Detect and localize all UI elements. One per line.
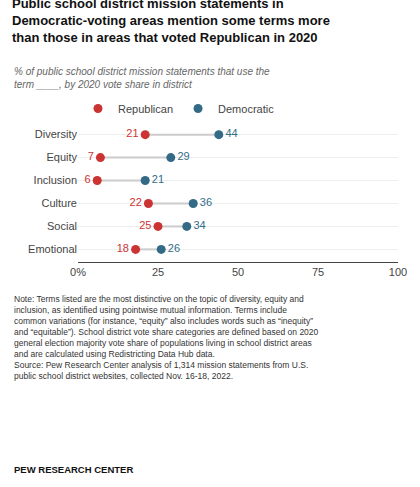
svg-text:Culture: Culture — [42, 197, 77, 209]
svg-text:6: 6 — [84, 173, 90, 185]
svg-text:75: 75 — [312, 266, 324, 278]
svg-text:Public school district mission: Public school district mission statement… — [12, 0, 330, 45]
svg-text:50: 50 — [232, 266, 244, 278]
svg-text:18: 18 — [117, 242, 129, 254]
svg-text:Equity: Equity — [46, 151, 77, 163]
svg-text:21: 21 — [126, 127, 138, 139]
svg-text:Inclusion: Inclusion — [34, 174, 77, 186]
svg-text:Republican: Republican — [118, 103, 173, 115]
svg-text:21: 21 — [152, 173, 164, 185]
svg-text:PEW RESEARCH CENTER: PEW RESEARCH CENTER — [14, 464, 133, 475]
svg-text:Emotional: Emotional — [28, 243, 77, 255]
svg-text:36: 36 — [200, 196, 212, 208]
svg-text:100: 100 — [389, 266, 407, 278]
svg-text:% of public school district mi: % of public school district mission stat… — [14, 66, 270, 90]
svg-text:25: 25 — [152, 266, 164, 278]
svg-text:22: 22 — [130, 196, 142, 208]
svg-text:Diversity: Diversity — [35, 128, 78, 140]
svg-text:44: 44 — [225, 127, 237, 139]
svg-text:26: 26 — [168, 242, 180, 254]
svg-text:0%: 0% — [70, 266, 86, 278]
svg-text:25: 25 — [139, 219, 151, 231]
svg-text:34: 34 — [193, 219, 205, 231]
svg-text:Social: Social — [47, 220, 77, 232]
svg-text:Note: Terms listed are the mos: Note: Terms listed are the most distinct… — [14, 294, 319, 381]
svg-text:7: 7 — [88, 150, 94, 162]
svg-text:Democratic: Democratic — [218, 103, 274, 115]
svg-text:29: 29 — [177, 150, 189, 162]
